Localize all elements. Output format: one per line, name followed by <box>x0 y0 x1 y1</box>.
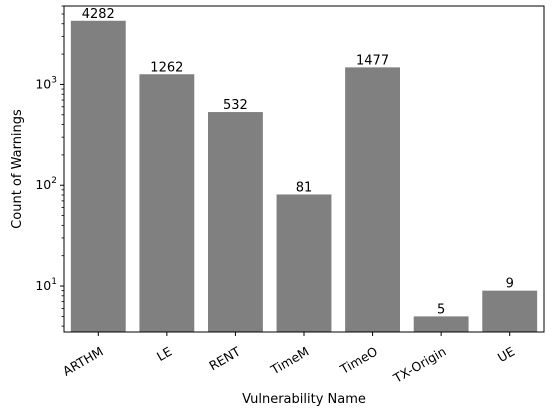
bar-arthm <box>70 20 126 333</box>
data-label-arthm: 4282 <box>82 7 115 22</box>
x-tick-label-timeo: TimeO <box>337 344 381 378</box>
data-label-le: 1262 <box>150 60 183 75</box>
y-tick-label: 103 <box>35 75 57 91</box>
data-label-timeo: 1477 <box>356 53 389 68</box>
x-tick-label-ue: UE <box>495 344 517 366</box>
x-axis: ARTHM LE RENT TimeM TimeO TX-Origin UE <box>60 332 517 386</box>
x-tick-label-rent: RENT <box>206 343 243 373</box>
bar-tx-origin <box>413 316 469 332</box>
data-label-timem: 81 <box>296 180 313 195</box>
bars-group <box>70 20 538 333</box>
data-labels-group: 4282 1262 532 81 1477 5 9 <box>82 7 514 318</box>
x-tick-label-timem: TimeM <box>267 344 311 378</box>
bar-ue <box>482 290 538 332</box>
x-tick-label-le: LE <box>154 344 174 364</box>
bar-timem <box>276 194 332 332</box>
y-tick-label: 102 <box>35 176 57 192</box>
x-tick-label-tx-origin: TX-Origin <box>390 344 449 387</box>
y-tick-label: 101 <box>35 277 57 293</box>
bar-le <box>139 74 195 333</box>
data-label-ue: 9 <box>506 277 514 292</box>
x-tick-label-arthm: ARTHM <box>60 344 106 379</box>
plot-frame <box>63 5 545 333</box>
data-label-rent: 532 <box>223 98 248 113</box>
x-axis-label: Vulnerability Name <box>242 392 366 407</box>
y-axis: 101 102 103 <box>35 5 64 327</box>
bar-rent <box>208 112 263 332</box>
data-label-tx-origin: 5 <box>437 302 445 317</box>
y-axis-label: Count of Warnings <box>10 109 25 229</box>
bar-timeo <box>345 67 400 332</box>
